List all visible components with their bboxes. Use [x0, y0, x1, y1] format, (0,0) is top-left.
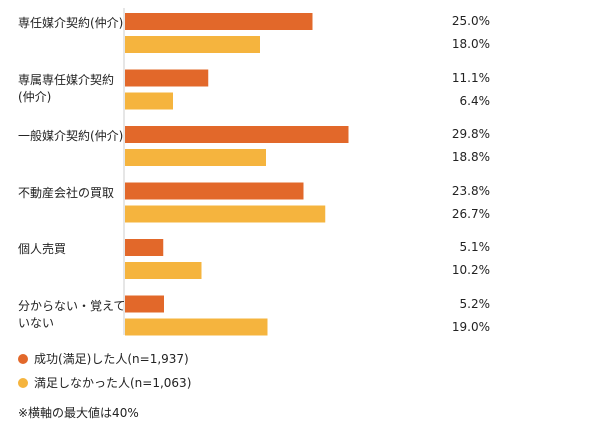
bar-series-2 [125, 149, 266, 166]
category-label: 専任媒介契約(仲介) [18, 16, 124, 30]
category-label: 個人売買 [18, 242, 67, 256]
data-label-series-2: 26.7% [451, 206, 490, 221]
legend-swatch-series-1 [18, 353, 28, 364]
bar-series-1 [125, 126, 349, 143]
data-label-series-1: 23.8% [451, 183, 490, 198]
category-label: 不動産会社の買取 [18, 185, 115, 200]
data-label-series-2: 18.8% [451, 150, 490, 164]
bar-series-2 [125, 318, 268, 336]
data-label-series-1: 5.1% [459, 240, 491, 254]
bar-series-2 [125, 92, 173, 110]
bars-group [125, 13, 349, 336]
bar-series-2 [125, 262, 202, 279]
data-label-series-2: 10.2% [451, 263, 490, 277]
bar-series-1 [125, 239, 164, 256]
bar-series-2 [125, 205, 326, 223]
category-label: 分からない・覚えていない [18, 298, 126, 330]
legend-item-series-2: 満足しなかった人(n=1,063) [18, 374, 191, 391]
bar-series-1 [125, 182, 304, 200]
data-label-series-1: 25.0% [451, 14, 490, 28]
data-label-series-2: 18.0% [451, 37, 490, 51]
legend-swatch-series-2 [18, 377, 28, 388]
axis-max-note: ※横軸の最大値は40% [18, 406, 139, 420]
category-label: 一般媒介契約(仲介) [18, 129, 124, 143]
data-label-series-2: 19.0% [451, 319, 490, 334]
bar-series-1 [125, 13, 313, 30]
data-label-series-2: 6.4% [459, 93, 491, 108]
data-label-series-1: 29.8% [451, 127, 490, 141]
legend-item-series-1: 成功(満足)した人(n=1,937) [18, 350, 189, 367]
bar-series-1 [125, 295, 164, 313]
data-label-series-1: 5.2% [459, 296, 491, 311]
bar-series-2 [125, 36, 260, 53]
legend-label-series-2: 満足しなかった人(n=1,063) [34, 376, 192, 390]
bar-series-1 [125, 69, 209, 87]
category-label: 専属専任媒介契約(仲介) [18, 72, 115, 104]
data-label-series-1: 11.1% [451, 70, 490, 85]
legend-label-series-1: 成功(満足)した人(n=1,937) [34, 352, 189, 366]
